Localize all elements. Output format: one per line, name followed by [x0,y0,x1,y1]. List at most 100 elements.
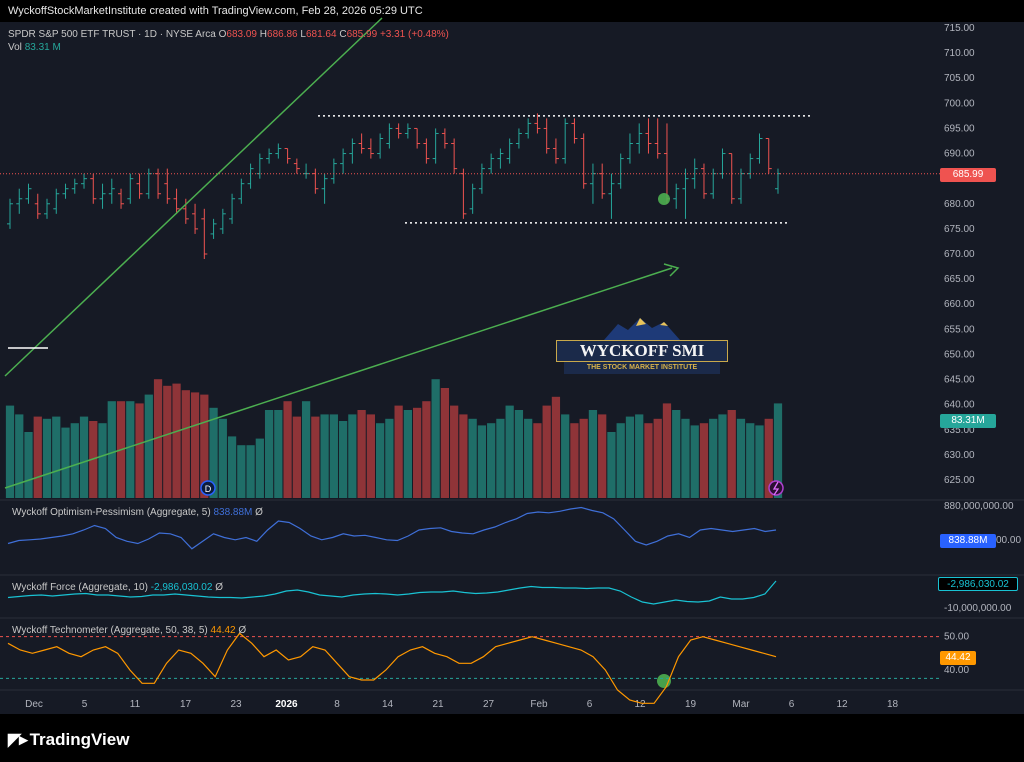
volume-bar [218,418,227,498]
force-badge: -2,986,030.02 [938,577,1018,591]
price-tick-label: 630.00 [944,450,975,461]
volume-bar [514,410,524,498]
vol-label: Vol [8,42,22,53]
volume-bar [209,407,218,498]
optimism-badge: 838.88M [940,534,996,548]
volume-bar [153,379,163,498]
volume-bar [237,445,246,498]
optimism-settings-icon[interactable]: Ø [255,507,263,518]
volume-bar [79,416,89,498]
price-tick-label: 700.00 [944,98,975,109]
time-tick-label: 2026 [275,699,298,710]
volume-bar [773,403,783,498]
low-label: L [300,29,306,40]
volume-bar [450,405,459,498]
last-price-badge: 685.99 [940,168,996,182]
volume-bar [746,423,755,498]
force-settings-icon[interactable]: Ø [215,582,223,593]
volume-bar [181,390,190,498]
volume-bar [709,418,718,498]
volume-bar [126,401,135,498]
low-value: 681.64 [305,29,337,40]
volume-bar [736,418,746,498]
volume-bar [764,418,773,498]
time-tick-label: 21 [432,699,444,710]
price-tick-label: 645.00 [944,375,975,386]
tradingview-logo[interactable]: ◤▸ TradingView [8,730,129,750]
techno-legend[interactable]: Wyckoff Technometer (Aggregate, 50, 38, … [12,625,246,636]
trendline-arrow-icon [663,263,680,277]
price-axis[interactable] [940,22,1024,714]
price-tick-label: 660.00 [944,299,975,310]
volume-bar [403,410,413,498]
high-label: H [259,29,268,40]
volume-bar [579,418,588,498]
volume-bar [15,414,24,498]
volume-bar [135,403,144,498]
optimism-axis-tick: 880,000,000.00 [944,501,1014,512]
chart-area[interactable] [0,22,940,714]
optimism-title: Wyckoff Optimism-Pessimism (Aggregate, 5… [12,507,211,518]
volume-bar [320,414,329,498]
techno-settings-icon[interactable]: Ø [238,625,247,636]
price-tick-label: 690.00 [944,149,975,160]
time-tick-label: 19 [685,699,697,710]
time-tick-label: 5 [82,699,88,710]
volume-bar [264,410,274,498]
open-value: 683.09 [226,29,257,40]
wyckoff-smi-logo: WYCKOFF SMI THE STOCK MARKET INSTITUTE [556,316,728,378]
volume-bar [61,427,70,498]
time-tick-label: 23 [230,699,242,710]
volume-bar [357,410,366,498]
price-tick-label: 705.00 [944,73,975,84]
time-tick-label: Feb [530,699,548,710]
close-value: 685.99 [346,29,378,40]
price-tick-label: 670.00 [944,249,975,260]
logo-title: WYCKOFF SMI [556,340,728,362]
volume-bar [200,394,209,498]
techno-title: Wyckoff Technometer (Aggregate, 50, 38, … [12,625,208,636]
volume-legend: Vol 83.31 M [8,42,61,53]
volume-bar [598,414,607,498]
volume-bar [718,414,727,498]
volume-bar [283,401,292,498]
volume-bar [70,423,79,498]
volume-bar [227,436,237,498]
symbol-name[interactable]: SPDR S&P 500 ETF TRUST · 1D · NYSE Arca [8,29,216,40]
footer [0,714,1024,762]
time-tick-label: 6 [587,699,593,710]
time-tick-label: 14 [382,699,394,710]
mountain-icon [604,318,680,340]
price-tick-label: 625.00 [944,475,975,486]
volume-bar [487,423,496,498]
volume-badge: 83.31M [940,414,996,428]
volume-bar [607,432,616,498]
publisher-line: WyckoffStockMarketInstitute created with… [8,5,423,17]
price-tick-label: 710.00 [944,48,975,59]
time-tick-label: 17 [180,699,192,710]
price-tick-label: 665.00 [944,274,975,285]
volume-bar [338,421,348,498]
time-tick-label: 8 [334,699,340,710]
time-tick-label: 27 [483,699,495,710]
chart-svg: 715.00 710.00 705.00 700.00 695.00 690.00 685.… [0,17,1024,710]
force-legend[interactable]: Wyckoff Force (Aggregate, 10) -2,986,030… [12,582,223,593]
volume-bar [274,410,283,498]
signal-marker [658,193,670,205]
volume-bar [172,383,181,498]
volume-bar [570,423,579,498]
time-tick-label: 12 [634,699,646,710]
volume-bar [699,423,709,498]
volume-bar [653,418,662,498]
volume-bar [301,401,311,498]
volume-bar [431,379,440,498]
time-tick-label: Dec [25,699,43,710]
volume-bar [625,416,635,498]
tradingview-brand: TradingView [29,730,130,749]
open-label: O [218,29,227,40]
price-tick-label: 680.00 [944,199,975,210]
volume-bar [644,423,653,498]
optimism-legend[interactable]: Wyckoff Optimism-Pessimism (Aggregate, 5… [12,507,263,518]
volume-bar [533,423,542,498]
